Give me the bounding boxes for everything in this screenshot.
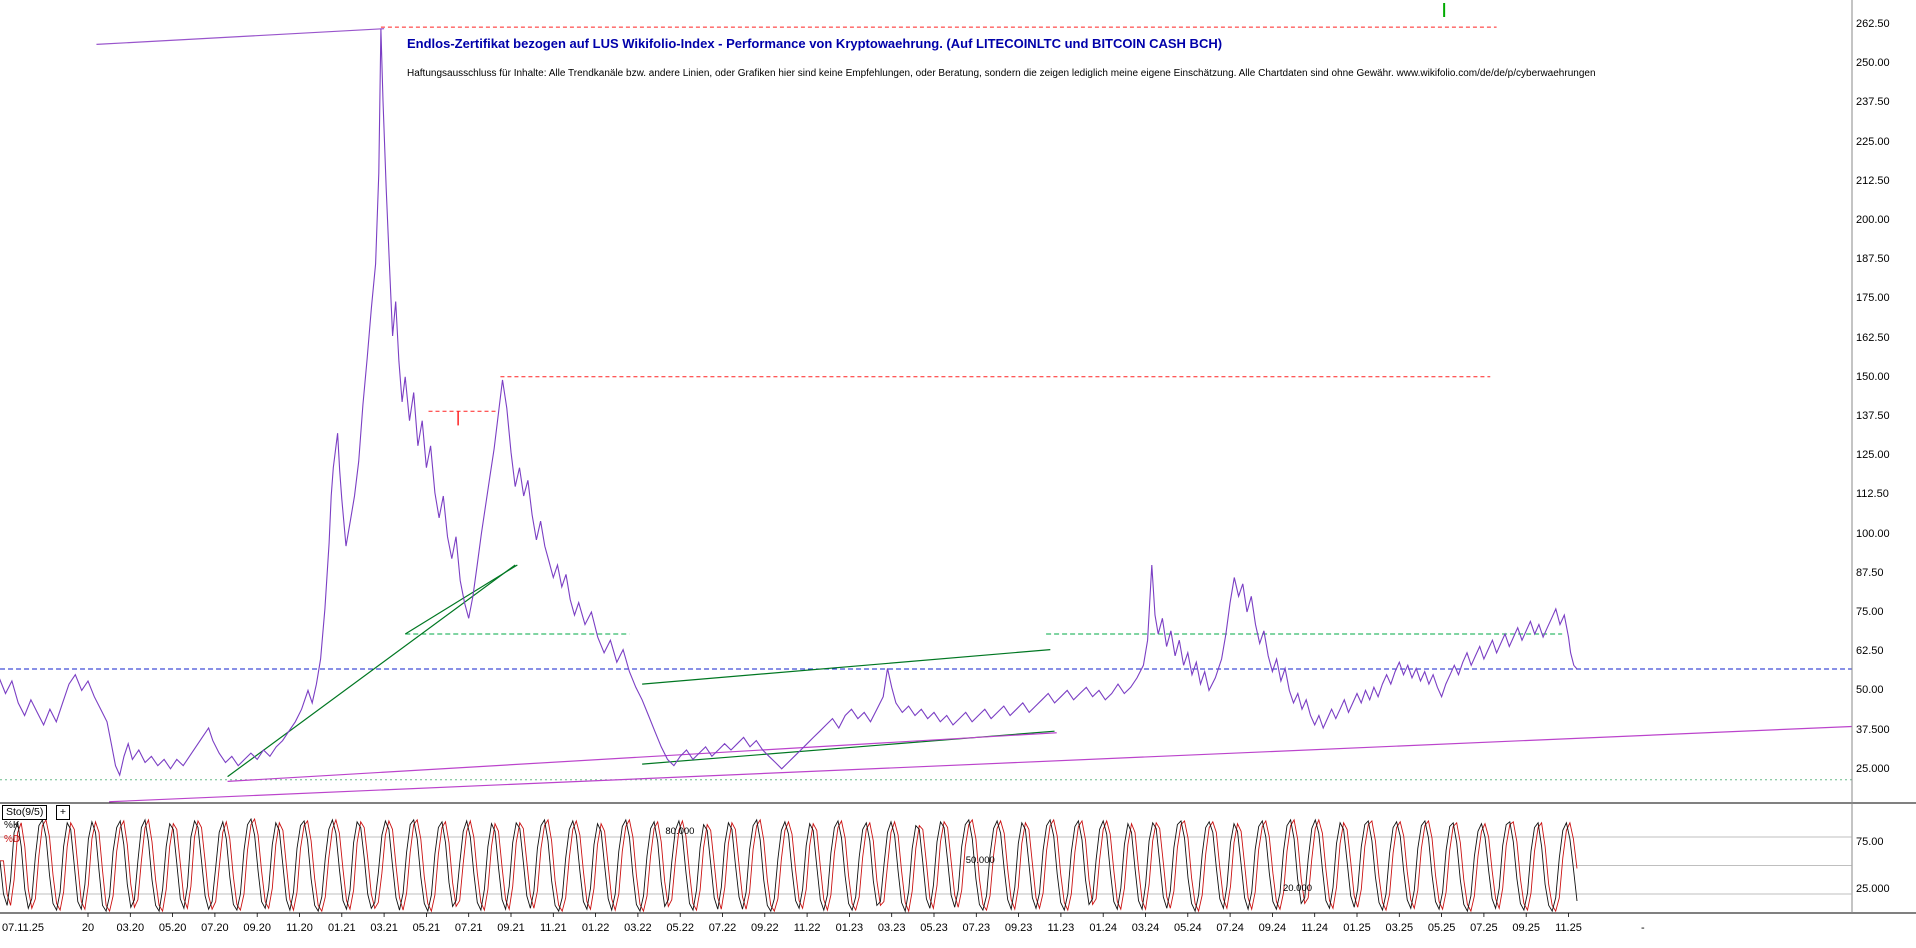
x-axis-label: 03.22 — [624, 922, 652, 934]
y-axis-label: 50.00 — [1856, 684, 1884, 697]
y-axis-label: 250.00 — [1856, 57, 1890, 70]
x-axis-label: 07.21 — [454, 922, 483, 934]
trend-line-magenta-support-long[interactable] — [109, 725, 1852, 803]
y-axis-label: 137.50 — [1856, 410, 1890, 422]
x-axis-label: 01.22 — [581, 922, 610, 934]
y-axis-label: 37.500 — [1856, 723, 1890, 736]
y-axis-label: 212.50 — [1856, 174, 1890, 187]
x-axis-label: 11.25 — [1555, 922, 1582, 934]
y-axis-label: 175.00 — [1856, 292, 1890, 305]
x-axis-label: 09.25 — [1512, 922, 1540, 934]
y-axis-label: 100.00 — [1856, 527, 1890, 540]
y-axis-label: 187.50 — [1856, 253, 1890, 266]
stochastic-indicator-label: Sto(9/5) — [6, 806, 44, 818]
x-axis-label: 20 — [81, 922, 95, 934]
x-axis-label: 03.24 — [1131, 922, 1160, 934]
y-axis-label: 62.50 — [1856, 645, 1884, 658]
x-axis-label: - — [1641, 922, 1645, 934]
add-indicator-button[interactable]: + — [56, 805, 70, 820]
sto-level-label: 80.000 — [665, 826, 695, 837]
y-axis-label: 25.000 — [1856, 883, 1890, 896]
x-axis-label: 11.20 — [286, 922, 313, 934]
x-axis-label: 09.24 — [1258, 922, 1287, 934]
y-axis-label: 162.50 — [1856, 331, 1890, 344]
x-axis-label: 07.22 — [708, 922, 737, 934]
x-axis-label: 07.11.25 — [2, 922, 45, 934]
sto-level-label: 20.000 — [1282, 883, 1313, 894]
y-axis-label: 87.50 — [1856, 566, 1884, 579]
y-axis-label: 225.00 — [1856, 135, 1890, 148]
x-axis-label: 03.20 — [116, 922, 145, 934]
price-line[interactable] — [0, 28, 1578, 777]
x-axis-label: 09.22 — [751, 922, 779, 934]
x-axis-label: 09.21 — [497, 922, 525, 934]
x-axis-label: 01.23 — [835, 922, 864, 934]
y-axis-label: 200.00 — [1856, 214, 1890, 226]
x-axis-label: 09.20 — [243, 922, 271, 934]
trend-line-green-mid[interactable] — [642, 649, 1051, 685]
x-axis-label: 11.24 — [1301, 922, 1329, 934]
x-axis-label: 05.24 — [1174, 922, 1202, 934]
x-axis-label: 11.21 — [539, 922, 567, 934]
trend-line-green-upper[interactable] — [404, 564, 518, 635]
stochastic-d-legend: %D — [4, 834, 21, 845]
x-axis-label: 07.25 — [1470, 922, 1498, 934]
x-axis-label: 07.24 — [1216, 922, 1244, 934]
chart-title: Endlos-Zertifikat bezogen auf LUS Wikifo… — [407, 36, 1223, 51]
x-axis-label: 05.23 — [920, 922, 948, 934]
trend-line-magenta-support-short[interactable] — [227, 732, 1057, 782]
price-scale[interactable]: 56.83 47.070 12.631 262.50250.00237.5022… — [1852, 0, 1916, 913]
y-axis-label: 25.000 — [1856, 762, 1890, 775]
stochastic-d-line[interactable] — [0, 817, 1578, 913]
chart-disclaimer: Haftungsausschluss für Inhalte: Alle Tre… — [407, 68, 1596, 79]
x-axis-label: 09.23 — [1004, 922, 1033, 934]
x-axis-label: 05.20 — [158, 922, 187, 934]
y-axis-label: 262.50 — [1856, 18, 1890, 30]
y-axis-label: 150.00 — [1856, 370, 1890, 383]
x-axis-label: 05.21 — [412, 922, 441, 934]
y-axis-label: 75.00 — [1856, 606, 1884, 618]
stochastic-k-legend: %K — [4, 820, 20, 831]
x-axis-label: 11.22 — [793, 922, 821, 934]
x-axis-label: 05.25 — [1427, 922, 1456, 934]
time-scale[interactable]: 07.11.25 20 03.20 05.20 07.20 09.20 11.20 01.21… — [0, 913, 1916, 948]
x-axis-label: 01.25 — [1343, 922, 1371, 934]
x-axis-label: 07.20 — [201, 922, 229, 934]
x-axis-label: 01.24 — [1089, 922, 1117, 934]
x-axis-label: 07.23 — [962, 922, 991, 934]
x-axis-label: 01.21 — [328, 922, 356, 934]
x-axis-label: 05.22 — [666, 922, 694, 934]
y-axis-label: 75.00 — [1856, 835, 1884, 848]
stochastic-indicator-button[interactable]: Sto(9/5) — [2, 805, 48, 820]
x-axis-label: 03.23 — [877, 922, 906, 934]
trend-line-green-steep[interactable] — [227, 564, 516, 778]
y-axis-label: 112.50 — [1856, 488, 1889, 501]
trend-line-purple-top[interactable] — [96, 28, 385, 45]
stochastic-k-line[interactable] — [0, 817, 1578, 913]
y-axis-label: 125.00 — [1856, 449, 1890, 462]
x-axis-label: 03.21 — [370, 922, 398, 934]
y-axis-label: 237.50 — [1856, 96, 1890, 109]
sto-level-label: 50.000 — [965, 854, 995, 866]
x-axis-label: 03.25 — [1385, 922, 1414, 934]
x-axis-label: 11.23 — [1047, 922, 1075, 934]
